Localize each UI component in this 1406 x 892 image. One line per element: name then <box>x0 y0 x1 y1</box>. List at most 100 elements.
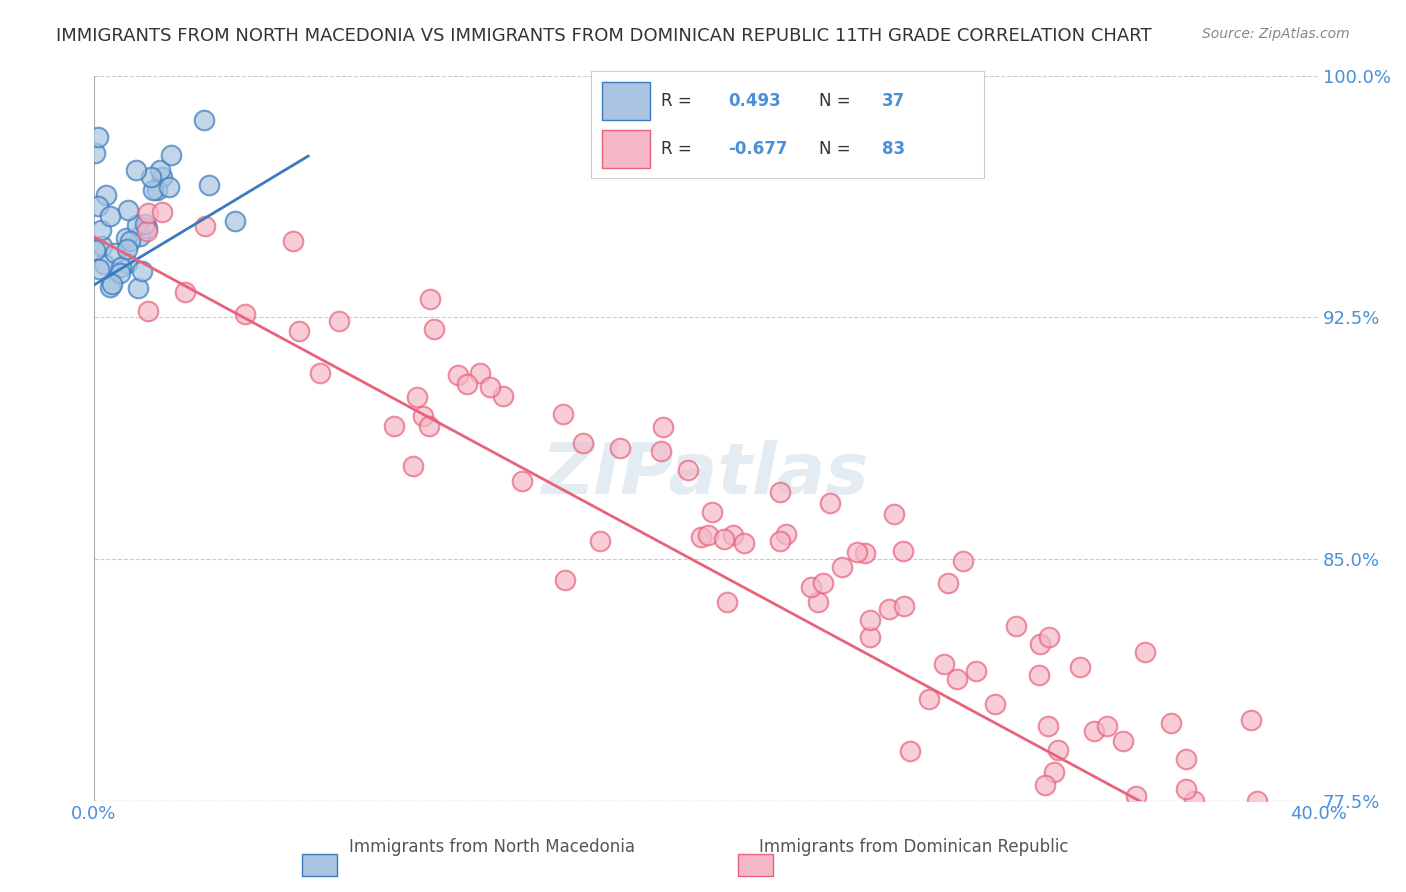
Point <box>1083 724 1105 739</box>
Text: -0.677: -0.677 <box>728 141 787 159</box>
Point <box>818 496 841 510</box>
Text: 83: 83 <box>882 141 905 159</box>
Point <box>402 459 425 474</box>
Point <box>702 505 724 519</box>
Point <box>769 533 792 548</box>
Point <box>554 573 576 587</box>
Point <box>146 183 169 197</box>
Text: Source: ZipAtlas.com: Source: ZipAtlas.com <box>1202 27 1350 41</box>
Text: N =: N = <box>818 93 856 111</box>
Point <box>716 595 738 609</box>
Point <box>224 214 246 228</box>
Point <box>1069 659 1091 673</box>
Point <box>148 162 170 177</box>
Point <box>769 485 792 500</box>
Point <box>877 601 900 615</box>
Point <box>108 266 131 280</box>
Point <box>142 183 165 197</box>
Text: IMMIGRANTS FROM NORTH MACEDONIA VS IMMIGRANTS FROM DOMINICAN REPUBLIC 11TH GRADE: IMMIGRANTS FROM NORTH MACEDONIA VS IMMIG… <box>56 27 1152 45</box>
Point <box>1033 778 1056 792</box>
Point <box>91 239 114 253</box>
Point <box>845 545 868 559</box>
Point <box>419 292 441 306</box>
Point <box>328 314 350 328</box>
Text: N =: N = <box>818 141 856 159</box>
Bar <box>602 82 650 120</box>
Point <box>831 560 853 574</box>
Point <box>157 179 180 194</box>
Point <box>114 231 136 245</box>
Point <box>118 234 141 248</box>
Text: 37: 37 <box>882 93 905 111</box>
Text: 0.493: 0.493 <box>728 93 782 111</box>
Point <box>197 178 219 193</box>
Point <box>1038 630 1060 644</box>
Point <box>479 379 502 393</box>
Point <box>733 536 755 550</box>
Point <box>811 575 834 590</box>
Point <box>650 444 672 458</box>
Point <box>93 257 115 271</box>
Point <box>893 599 915 613</box>
Point <box>1036 719 1059 733</box>
Point <box>799 580 821 594</box>
Point <box>900 744 922 758</box>
Bar <box>602 130 650 168</box>
Point <box>721 528 744 542</box>
Point <box>1182 794 1205 808</box>
Point <box>984 697 1007 711</box>
Point <box>115 242 138 256</box>
Point <box>193 113 215 128</box>
Point <box>588 534 610 549</box>
Point <box>1043 764 1066 779</box>
Point <box>412 409 434 423</box>
Point <box>853 546 876 560</box>
Point <box>115 256 138 270</box>
Point <box>917 691 939 706</box>
Point <box>1028 668 1050 682</box>
Point <box>883 507 905 521</box>
Point <box>1246 794 1268 808</box>
Text: Immigrants from North Macedonia: Immigrants from North Macedonia <box>349 838 636 856</box>
Point <box>859 630 882 644</box>
Point <box>141 169 163 184</box>
Point <box>233 307 256 321</box>
Point <box>150 205 173 219</box>
Point <box>572 436 595 450</box>
Point <box>456 377 478 392</box>
Point <box>98 280 121 294</box>
Text: Immigrants from Dominican Republic: Immigrants from Dominican Republic <box>759 838 1069 856</box>
Point <box>288 324 311 338</box>
Point <box>129 229 152 244</box>
Point <box>136 221 159 235</box>
Point <box>405 390 427 404</box>
Point <box>127 218 149 232</box>
Point <box>131 264 153 278</box>
Point <box>713 532 735 546</box>
Text: R =: R = <box>661 93 697 111</box>
Point <box>84 243 107 257</box>
Text: ZIPatlas: ZIPatlas <box>543 440 870 508</box>
Point <box>1175 752 1198 766</box>
Point <box>775 526 797 541</box>
Point <box>84 146 107 161</box>
Point <box>936 576 959 591</box>
Point <box>418 418 440 433</box>
Point <box>932 657 955 672</box>
Point <box>859 613 882 627</box>
Point <box>1125 789 1147 803</box>
Point <box>89 261 111 276</box>
Point <box>382 419 405 434</box>
Point <box>423 322 446 336</box>
Point <box>697 528 720 542</box>
Point <box>87 199 110 213</box>
Point <box>136 205 159 219</box>
Point <box>447 368 470 383</box>
Point <box>965 665 987 679</box>
Point <box>1095 719 1118 733</box>
Point <box>1005 619 1028 633</box>
Point <box>510 474 533 488</box>
Point <box>98 209 121 223</box>
Point <box>174 285 197 300</box>
Point <box>135 224 157 238</box>
